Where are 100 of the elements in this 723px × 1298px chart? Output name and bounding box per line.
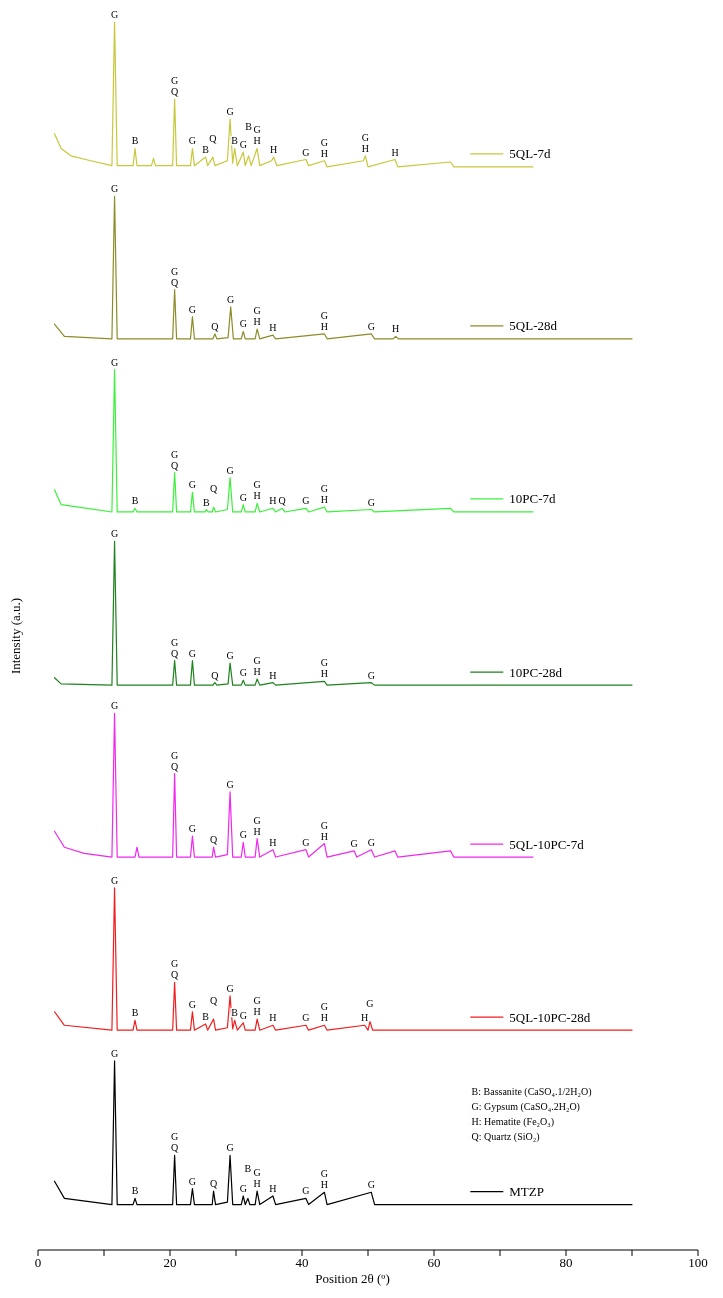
y-axis-title: Intensity (a.u.): [8, 597, 24, 675]
annotation: Q: [171, 647, 179, 659]
annotation: Q: [171, 1142, 179, 1154]
annotation: B: [131, 1007, 139, 1019]
annotation: G: [226, 778, 234, 790]
annotation: G: [188, 1175, 197, 1187]
annotation: G: [171, 75, 179, 87]
annotation: B: [244, 1163, 252, 1175]
annotation: B: [231, 135, 239, 147]
annotation: Q: [209, 995, 218, 1007]
annotation: G: [367, 320, 375, 332]
annotation: G: [320, 309, 329, 321]
annotation: H: [269, 322, 277, 334]
annotation: G: [253, 305, 261, 316]
legend-label: 10PC-7d: [509, 491, 557, 507]
annotation: Q: [171, 969, 179, 981]
annotation: H: [253, 1006, 261, 1018]
annotation: G: [253, 995, 261, 1007]
annotation: H: [320, 830, 329, 842]
annotation: G: [253, 1167, 261, 1179]
annotation: G: [226, 1142, 234, 1154]
annotation: B: [131, 1185, 139, 1197]
annotation: G: [226, 464, 234, 476]
annotation: Q: [171, 86, 179, 98]
annotation: G: [171, 749, 179, 761]
annotation: H: [320, 1179, 329, 1191]
annotation: H: [269, 1182, 277, 1194]
annotation: G: [239, 491, 247, 503]
annotation: H: [253, 665, 261, 677]
annotation: G: [226, 650, 234, 662]
annotation: G: [171, 265, 179, 277]
annotation: G: [367, 1179, 375, 1191]
x-tick-label: 40: [295, 1255, 309, 1271]
annotation: G: [302, 1012, 310, 1024]
annotation: Q: [171, 459, 179, 471]
annotation: G: [188, 135, 197, 147]
annotation: G: [188, 998, 197, 1010]
annotation: G: [171, 1131, 179, 1143]
annotation: G: [366, 997, 374, 1009]
annotation: G: [188, 303, 197, 315]
annotation: G: [239, 829, 247, 841]
legend-label: 5QL-10PC-7d: [509, 836, 585, 852]
annotation: G: [320, 483, 329, 495]
annotation: B: [202, 1011, 210, 1023]
annotation: G: [239, 318, 247, 330]
annotation: H: [269, 495, 277, 507]
annotation: G: [226, 982, 234, 994]
annotation: B: [231, 1007, 239, 1019]
annotation: G: [110, 9, 119, 20]
annotation: G: Gypsum (CaSO₄.2H₂O): [471, 1100, 581, 1114]
legend-label: 10PC-28d: [509, 664, 563, 680]
annotation: G: [226, 106, 234, 118]
annotation: G: [361, 131, 369, 143]
annotation: Q: [278, 495, 287, 507]
annotation: G: [227, 293, 235, 305]
annotation: H: [269, 1012, 277, 1024]
annotation: B: [131, 495, 139, 507]
annotation: H: [320, 668, 329, 680]
annotation: G: [188, 479, 197, 491]
annotation: H: [361, 1012, 369, 1024]
annotation: G: [253, 124, 261, 136]
annotation: G: [302, 836, 310, 848]
annotation: H: [320, 1012, 329, 1024]
legend-label: MTZP: [509, 1184, 544, 1200]
annotation: G: [110, 874, 119, 886]
annotation: Q: Quartz (SiO₂): [471, 1130, 541, 1144]
annotation: G: [253, 479, 261, 491]
annotation: G: [188, 823, 197, 835]
x-tick-label: 0: [34, 1255, 42, 1271]
annotation: G: [110, 183, 119, 195]
annotation: Q: [211, 669, 220, 681]
annotation: H: [392, 323, 400, 335]
annotation: H: [361, 142, 369, 154]
annotation: H: [320, 494, 329, 506]
annotation: Q: [171, 760, 179, 772]
annotation: G: [320, 657, 329, 669]
legend-label: 5QL-28d: [509, 318, 558, 334]
annotation: G: [253, 814, 261, 826]
annotation: B: [245, 120, 253, 132]
annotation: G: [110, 700, 119, 712]
annotation: G: [171, 958, 179, 970]
annotation: G: [320, 1001, 329, 1013]
annotation: Q: [209, 834, 218, 846]
annotation: H: [320, 147, 329, 159]
annotation: Q: [209, 483, 218, 495]
annotation: Q: [211, 320, 220, 332]
annotation: G: [239, 1009, 247, 1021]
annotation: H: Hematite (Fe₂O₃): [471, 1115, 556, 1129]
annotation: Q: [209, 133, 218, 145]
annotation: G: [188, 647, 197, 659]
annotation: G: [367, 496, 375, 508]
annotation: G: [320, 136, 329, 148]
annotation: Q: [171, 276, 179, 288]
annotation: Q: [209, 1178, 218, 1190]
x-tick-label: 20: [163, 1255, 177, 1271]
annotation: G: [367, 669, 375, 681]
annotation: G: [171, 636, 179, 648]
annotation: H: [320, 320, 329, 332]
annotation: B: Bassanite (CaSO₄.1/2H₂O): [471, 1085, 592, 1099]
annotation: G: [110, 356, 119, 368]
